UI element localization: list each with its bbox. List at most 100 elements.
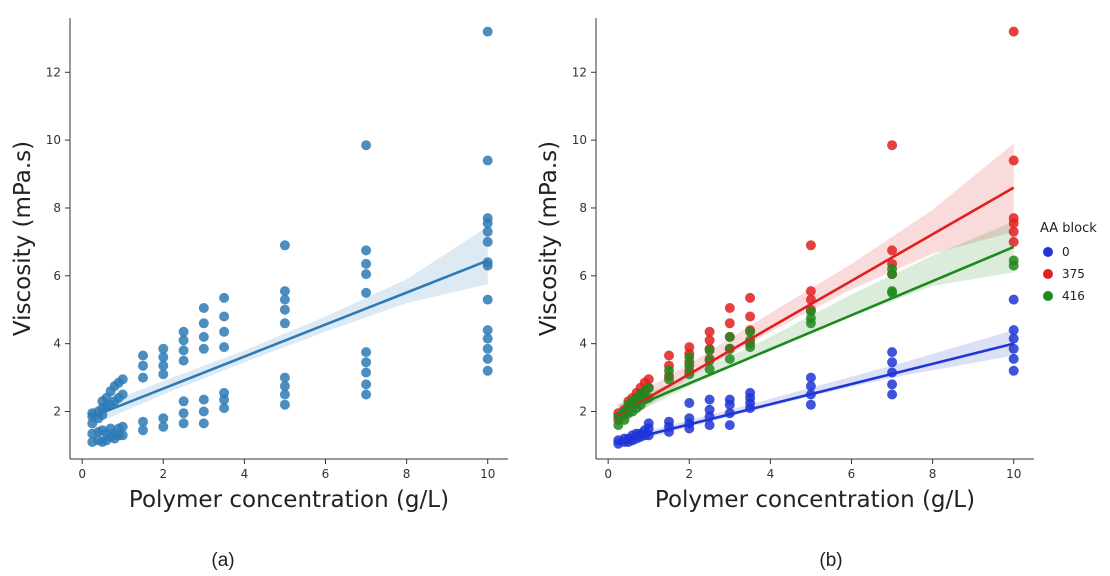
data-point — [1008, 333, 1019, 344]
data-point — [361, 347, 372, 358]
data-point — [158, 413, 169, 424]
data-point — [158, 421, 169, 432]
data-point — [178, 418, 189, 429]
y-tick-label: 8 — [53, 201, 61, 215]
data-point — [482, 236, 493, 247]
data-point — [279, 294, 290, 305]
legend-marker-375 — [1043, 269, 1053, 279]
data-point — [279, 372, 290, 383]
data-point — [805, 306, 816, 317]
data-point — [482, 226, 493, 237]
data-point — [1008, 26, 1019, 37]
fit-line — [91, 259, 489, 418]
y-tick-label: 4 — [53, 337, 61, 351]
data-point — [158, 360, 169, 371]
caption-a: (a) — [211, 550, 235, 571]
x-axis-label: Polymer concentration (g/L) — [655, 487, 975, 513]
data-point — [684, 398, 695, 408]
x-tick-label: 2 — [685, 467, 693, 481]
x-tick-label: 4 — [767, 467, 775, 481]
data-point — [361, 379, 372, 390]
data-point — [684, 360, 695, 371]
data-point — [219, 403, 230, 414]
data-point — [684, 342, 695, 353]
y-tick-label: 6 — [53, 269, 61, 283]
data-point — [178, 345, 189, 356]
legend-label-0: 0 — [1062, 245, 1070, 259]
data-point — [664, 350, 674, 361]
point-group-416 — [613, 255, 1019, 431]
data-point — [745, 387, 756, 398]
fit-line-375 — [617, 186, 1015, 417]
data-point — [887, 140, 898, 151]
data-point — [361, 389, 372, 400]
x-axis-label: Polymer concentration (g/L) — [129, 487, 449, 513]
data-point — [117, 430, 128, 441]
data-point — [805, 240, 816, 251]
legend-label-416: 416 — [1062, 289, 1085, 303]
data-point — [279, 286, 290, 297]
data-point — [178, 335, 189, 346]
y-tick-label: 12 — [46, 65, 61, 79]
data-point — [745, 311, 756, 322]
data-point — [887, 264, 898, 274]
data-point — [664, 374, 674, 385]
data-point — [178, 326, 189, 337]
data-point — [219, 387, 230, 398]
data-point — [745, 292, 756, 303]
y-axis-label: Viscosity (mPa.s) — [536, 141, 562, 336]
data-point — [279, 240, 290, 251]
data-point — [279, 318, 290, 329]
data-point — [482, 26, 493, 37]
data-point — [805, 372, 816, 383]
data-point — [887, 357, 898, 368]
data-point — [482, 325, 493, 336]
data-point — [1008, 226, 1019, 237]
data-point — [158, 343, 169, 354]
data-point — [361, 140, 372, 151]
data-point — [805, 399, 816, 410]
data-point — [664, 416, 674, 427]
data-point — [138, 350, 148, 361]
data-point — [219, 342, 230, 353]
data-point — [279, 399, 290, 410]
data-point — [138, 360, 148, 371]
data-point — [361, 367, 372, 378]
x-tick-label: 6 — [322, 467, 330, 481]
data-point — [482, 353, 493, 364]
x-tick-label: 10 — [1006, 467, 1021, 481]
data-point — [158, 352, 169, 363]
y-tick-label: 12 — [572, 65, 587, 79]
data-point — [1008, 365, 1019, 376]
data-point — [887, 389, 898, 400]
data-point — [704, 364, 715, 375]
legend-marker-416 — [1043, 291, 1053, 301]
data-point — [219, 292, 230, 303]
y-tick-label: 6 — [579, 269, 587, 283]
confidence-band — [92, 226, 488, 426]
data-point — [482, 294, 493, 305]
data-point — [138, 416, 148, 427]
data-point — [482, 213, 493, 224]
data-point — [279, 304, 290, 315]
chart-panel-b: 0 2 4 6 8 10 2 4 6 8 10 12 Polymer concentration (g/… — [536, 18, 1097, 513]
data-point — [745, 326, 756, 337]
data-point — [219, 326, 230, 337]
data-point — [887, 286, 898, 297]
caption-b: (b) — [819, 550, 843, 571]
data-point — [1008, 325, 1019, 336]
y-tick-label: 2 — [579, 405, 587, 419]
data-point — [887, 379, 898, 390]
legend-label-375: 375 — [1062, 267, 1085, 281]
data-point — [1008, 236, 1019, 247]
data-point — [684, 413, 695, 424]
x-tick-label: 0 — [78, 467, 86, 481]
data-point — [158, 369, 169, 380]
data-point — [178, 355, 189, 366]
data-point — [138, 372, 148, 383]
data-point — [704, 394, 715, 405]
data-point — [198, 303, 209, 313]
data-point — [219, 311, 230, 322]
data-point — [361, 269, 372, 280]
